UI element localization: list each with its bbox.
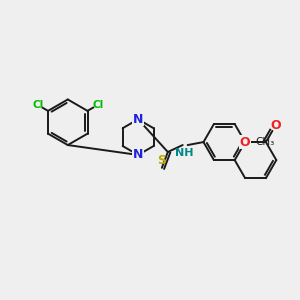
Text: Cl: Cl [92, 100, 103, 110]
Text: N: N [133, 148, 143, 161]
Text: Cl: Cl [32, 100, 44, 110]
Text: S: S [158, 154, 166, 167]
Text: O: O [240, 136, 250, 148]
Text: NH: NH [176, 148, 194, 158]
Text: CH₃: CH₃ [255, 137, 274, 147]
Text: N: N [133, 113, 143, 126]
Text: O: O [270, 119, 280, 132]
